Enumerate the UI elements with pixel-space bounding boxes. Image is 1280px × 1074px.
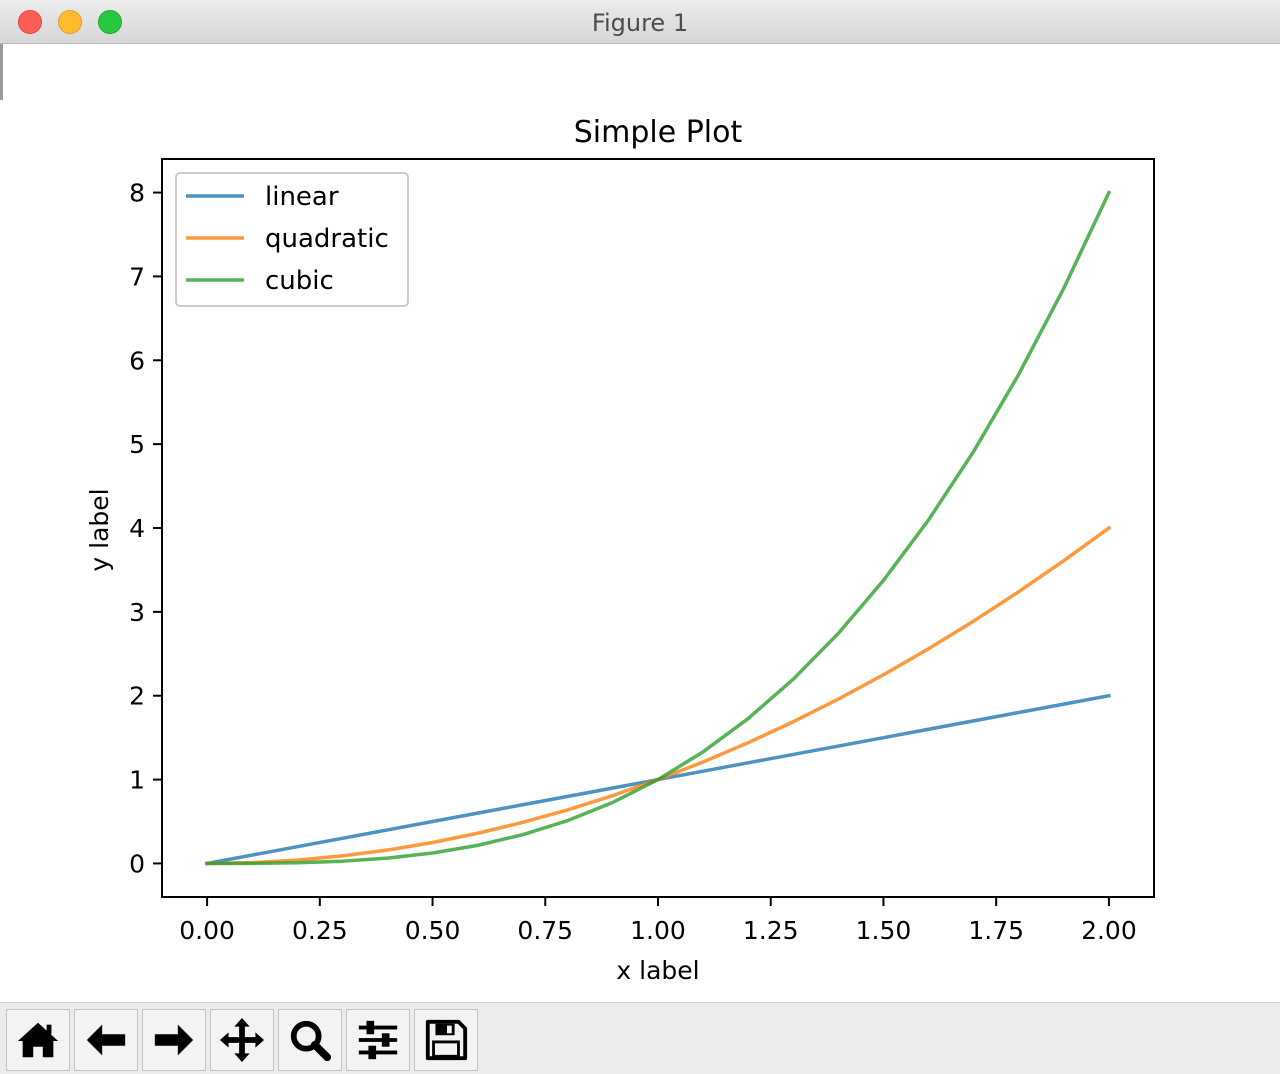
window-title: Figure 1 [591,9,689,37]
legend-label-cubic: cubic [265,266,334,296]
window-edge [0,44,3,100]
y-tick-label: 5 [129,430,145,459]
back-button[interactable] [74,1009,138,1071]
x-tick-label: 1.50 [856,916,912,945]
home-button[interactable] [6,1009,70,1071]
x-tick-label: 0.75 [517,916,573,945]
home-icon [17,1022,59,1058]
x-tick-label: 1.25 [743,916,799,945]
move-icon [219,1017,265,1063]
series-layer [205,190,1112,866]
magnifier-icon [290,1020,332,1062]
sliders-icon [358,1020,398,1060]
zoom-window-button[interactable] [98,10,122,34]
minimize-window-button[interactable] [58,10,82,34]
x-tick-label: 0.00 [179,916,235,945]
navigation-toolbar [0,1002,1280,1074]
zoom-button[interactable] [278,1009,342,1071]
close-window-button[interactable] [18,10,42,34]
y-tick-label: 7 [129,262,145,291]
window-titlebar: Figure 1 [0,0,1280,44]
y-tick-label: 4 [129,514,145,543]
line-chart: 0.00 0.25 0.50 0.75 1.00 1.25 1.50 1.75 2.00 0 1 2… [85,115,1155,985]
legend-label-quadratic: quadratic [265,224,389,254]
y-tick-label: 3 [129,598,145,627]
legend: linear quadratic cubic [175,172,409,307]
y-tick-label: 2 [129,682,145,711]
save-button[interactable] [414,1009,478,1071]
y-axis-label: y label [85,488,114,571]
subplots-button[interactable] [346,1009,410,1071]
series-line-quadratic [205,525,1112,866]
y-tick-label: 6 [129,346,145,375]
x-axis-label: x label [616,956,699,985]
y-tick-label: 0 [129,849,145,878]
forward-button[interactable] [142,1009,206,1071]
series-line-cubic [205,190,1112,866]
x-ticks: 0.00 0.25 0.50 0.75 1.00 1.25 1.50 1.75 2.00 [179,897,1137,945]
x-tick-label: 0.50 [405,916,461,945]
y-ticks: 0 1 2 3 4 5 6 7 8 [129,179,162,878]
figure-canvas[interactable]: 0.00 0.25 0.50 0.75 1.00 1.25 1.50 1.75 2.00 0 1 2… [0,44,1280,1002]
pan-button[interactable] [210,1009,274,1071]
x-tick-label: 0.25 [292,916,348,945]
floppy-disk-icon [425,1019,468,1061]
legend-label-linear: linear [265,182,339,212]
arrow-left-icon [86,1024,126,1056]
y-tick-label: 1 [129,766,145,795]
x-tick-label: 1.00 [630,916,686,945]
legend-box [175,172,409,307]
arrow-right-icon [154,1024,194,1056]
x-tick-label: 2.00 [1081,916,1137,945]
x-tick-label: 1.75 [968,916,1024,945]
y-tick-label: 8 [129,179,145,208]
chart-title: Simple Plot [574,115,743,150]
